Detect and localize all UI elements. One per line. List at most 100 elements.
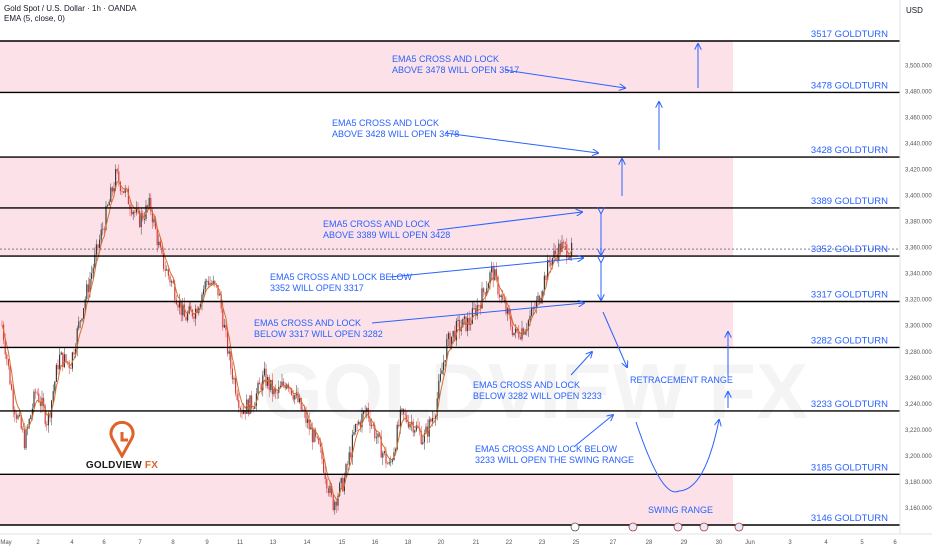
- candle-body: [467, 318, 469, 331]
- candle-body: [310, 427, 312, 430]
- candle-body: [103, 228, 105, 230]
- candle-body: [139, 210, 141, 228]
- annotation-text: EMA5 CROSS AND LOCK BELOW: [270, 272, 413, 282]
- x-tick-label: 27: [610, 540, 617, 546]
- goldturn-level-label: 3185 GOLDTURN: [811, 462, 888, 473]
- event-marker-icon[interactable]: [570, 522, 580, 532]
- candle-body: [459, 319, 461, 332]
- candle-body: [11, 384, 13, 390]
- candle-body: [311, 427, 313, 443]
- x-tick-label: 4: [824, 540, 828, 546]
- candle-body: [462, 318, 464, 328]
- candle-body: [513, 332, 515, 335]
- candle-body: [270, 379, 272, 390]
- candle-body: [102, 228, 104, 230]
- candle-body: [179, 301, 181, 308]
- candle-body: [547, 259, 549, 280]
- candle-body: [204, 281, 206, 290]
- candle-body: [491, 265, 493, 273]
- candle-body: [564, 242, 566, 245]
- candle-body: [415, 425, 417, 431]
- candle-body: [291, 388, 293, 395]
- candle-body: [409, 423, 411, 428]
- logo-brand: GOLDVIEW: [85, 460, 142, 471]
- candle-body: [22, 428, 24, 431]
- candle-body: [329, 485, 331, 494]
- candle-body: [275, 388, 277, 393]
- candle-body: [476, 305, 478, 316]
- annotation-text: EMA5 CROSS AND LOCK BELOW: [475, 444, 618, 454]
- candle-body: [182, 304, 184, 316]
- candle-body: [396, 424, 398, 450]
- us-flag-event-icon[interactable]: [673, 522, 683, 532]
- candle-body: [444, 360, 446, 363]
- x-tick-label: 22: [506, 540, 513, 546]
- candle-body: [492, 265, 494, 281]
- candle-body: [209, 283, 211, 285]
- candle-body: [55, 364, 57, 382]
- us-flag-event-icon[interactable]: [699, 522, 709, 532]
- candle-body: [172, 281, 174, 284]
- annotation-text: EMA5 CROSS AND LOCK: [392, 54, 499, 64]
- candle-body: [39, 402, 41, 406]
- candle-body: [375, 437, 377, 439]
- annotation-text: BELOW 3282 WILL OPEN 3233: [473, 391, 602, 401]
- logo-text: GOLDVIEW FX: [84, 460, 160, 471]
- us-flag-event-icon[interactable]: [734, 522, 744, 532]
- candle-body: [59, 354, 61, 370]
- candle-body: [438, 380, 440, 399]
- candle-body: [164, 268, 166, 271]
- candle-body: [97, 244, 99, 249]
- candle-body: [127, 188, 129, 205]
- candle-body: [441, 370, 443, 375]
- candle-body: [569, 256, 571, 259]
- candle-body: [132, 211, 134, 215]
- goldturn-level-label: 3282 GOLDTURN: [811, 335, 888, 346]
- candle-body: [233, 378, 235, 380]
- candle-body: [377, 433, 379, 438]
- candle-body: [307, 419, 309, 423]
- candle-body: [318, 438, 320, 444]
- candle-body: [353, 432, 355, 435]
- candle-body: [15, 414, 17, 419]
- candle-body: [259, 382, 261, 385]
- candle-body: [342, 478, 344, 492]
- candle-body: [193, 316, 195, 319]
- x-tick-label: 28: [646, 540, 653, 546]
- goldturn-level-label: 3317 GOLDTURN: [811, 290, 888, 301]
- x-tick-label: Jun: [745, 540, 755, 546]
- candle-body: [252, 408, 254, 410]
- candle-body: [324, 472, 326, 479]
- candle-body: [550, 262, 552, 266]
- candle-body: [371, 424, 373, 426]
- y-tick-label: 3,480.000: [905, 89, 932, 95]
- candle-body: [447, 333, 449, 340]
- swing-curve-arrow: [635, 420, 719, 493]
- goldview-logo: GOLDVIEW FX: [84, 418, 160, 474]
- candle-body: [340, 478, 342, 484]
- candle-body: [251, 395, 253, 409]
- us-flag-event-icon[interactable]: [628, 522, 638, 532]
- arrows-layer: [371, 44, 728, 493]
- candle-body: [567, 258, 569, 260]
- candle-body: [14, 409, 16, 415]
- candle-body: [169, 275, 171, 283]
- currency-label[interactable]: USD: [906, 6, 923, 15]
- candle-body: [279, 385, 281, 388]
- candle-body: [412, 421, 414, 433]
- candle-body: [401, 408, 403, 410]
- candle-body: [292, 394, 294, 400]
- candle-body: [281, 381, 283, 386]
- candle-body: [531, 308, 533, 316]
- candle-body: [470, 323, 472, 325]
- candle-body: [187, 313, 189, 321]
- candle-body: [211, 283, 213, 285]
- candle-body: [334, 501, 336, 510]
- candle-body: [566, 244, 568, 259]
- candle-body: [147, 205, 149, 207]
- candle-body: [30, 415, 32, 420]
- candle-body: [387, 463, 389, 465]
- candle-body: [553, 250, 555, 259]
